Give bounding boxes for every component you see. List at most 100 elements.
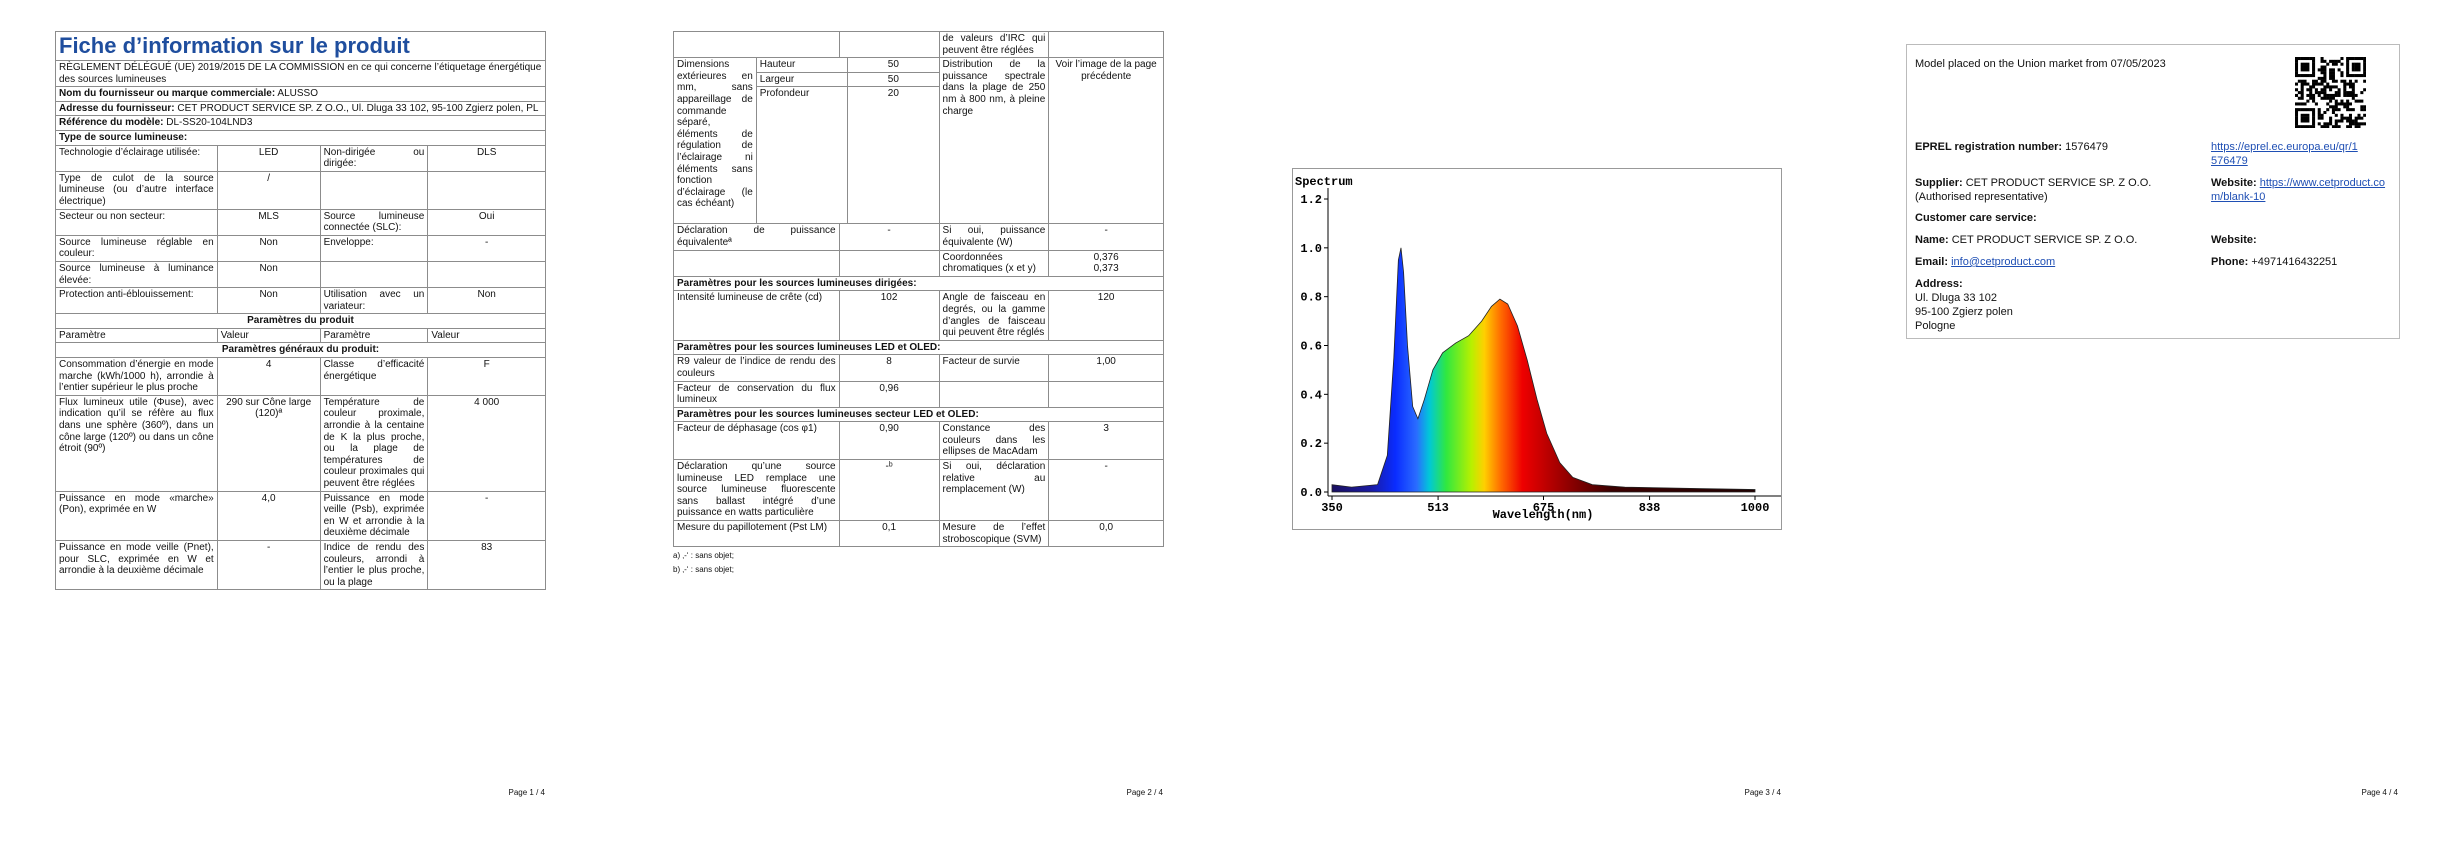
qr-module [2363,74,2366,78]
qr-module [2303,62,2307,66]
table-row: Puissance en mode veille (Pnet), pour SL… [55,539,546,591]
qr-module [2348,108,2352,112]
qr-module [2317,93,2321,97]
qr-module [2346,65,2350,69]
qr-module [2354,68,2358,72]
qr-module [2337,108,2341,112]
qr-module [2323,74,2327,78]
qr-module [2309,125,2313,128]
table-cell: Déclaration qu’une source lumineuse LED … [673,459,840,522]
qr-module [2346,62,2350,66]
qr-module [2343,82,2347,86]
footnotes: a) ‚-‘ : sans objet; b) ‚-‘ : sans objet; [673,549,1164,577]
qr-module [2297,102,2301,106]
qr-module [2314,91,2318,95]
qr-module [2331,108,2335,112]
table-row: Nom du fournisseur ou marque commerciale… [55,86,546,102]
footnote: a) ‚-‘ : sans objet; [673,551,734,561]
qr-module [2346,105,2350,109]
qr-module [2329,74,2333,78]
info-table: de valeurs d’IRC qui peuvent être réglée… [673,31,1164,548]
table-cell: F [427,357,546,396]
table-cell [1048,31,1164,59]
dimension-name: Hauteur [759,59,796,71]
table-cell: - [838,223,940,251]
qr-module [2295,119,2299,123]
qr-module [2329,85,2333,89]
qr-module [2329,96,2333,100]
qr-module [2312,116,2316,120]
eprel-link[interactable]: https://eprel.ec.europa.eu/qr/1576479 [2211,141,2358,167]
x-axis-label: Wavelength(nm) [1493,508,1594,522]
qr-module [2297,91,2301,95]
qr-module [2331,105,2335,109]
qr-module [2360,57,2364,61]
qr-module [2320,91,2324,95]
x-tick-label: 838 [1639,501,1661,515]
qr-module [2351,85,2355,89]
qr-module [2357,113,2361,117]
qr-module [2297,74,2301,78]
table-cell: 0,376 0,373 [1048,249,1164,277]
qr-module [2312,122,2316,126]
qr-module [2329,76,2333,80]
table-cell: 290 sur Cône large (120)ª [216,394,321,492]
email-link[interactable]: info@cetproduct.com [1951,256,2056,268]
table-cell: Référence du modèle: DL-SS20-104LND3 [55,115,546,131]
qr-module [2354,99,2358,103]
phone: +4971416432251 [2251,256,2338,268]
qr-module [2354,74,2358,78]
table-cell: Fiche d’information sur le produit [55,31,546,61]
qr-module [2346,99,2350,103]
website-link[interactable]: https://www.cetproduct.com/blank-10 [2211,177,2386,203]
qr-module [2295,108,2299,112]
qr-module [2363,71,2366,75]
label: Website: [2211,177,2257,189]
table-cell: Paramètres pour les sources lumineuses d… [673,275,1164,292]
qr-module [2297,57,2301,61]
table-row: Source lumineuse à luminance élevée: Non [55,260,546,289]
table-cell: Dimensions extérieures en mm, sans appar… [673,57,757,225]
qr-module [2312,71,2316,75]
y-tick-label: 1.0 [1300,242,1322,256]
qr-module [2309,96,2313,100]
qr-module [2326,125,2330,128]
table-cell: / [216,170,321,210]
qr-module [2329,93,2333,97]
qr-module [2312,108,2316,112]
table-cell: - [216,539,321,591]
qr-module [2306,62,2310,66]
qr-module [2334,108,2338,112]
qr-module [2334,91,2338,95]
qr-module [2312,119,2316,123]
qr-module [2306,108,2310,112]
qr-module [2331,74,2335,78]
qr-module [2323,76,2327,80]
table-cell: Valeur [427,327,546,344]
tbody-element: Fiche d’information sur le produit RÈGLEM… [55,31,546,591]
supplier: CET PRODUCT SERVICE SP. Z O.O. (Authoris… [1915,177,2152,203]
table-cell [938,380,1050,408]
qr-module [2334,119,2338,123]
table-cell: Consommation d’énergie en mode marche (k… [55,357,218,396]
qr-module [2312,113,2316,117]
email-row: Email: info@cetproduct.com [1915,255,2055,269]
qr-module [2331,68,2335,72]
tbody-element: de valeurs d’IRC qui peuvent être réglée… [673,31,1164,548]
table-cell: Mesure de l’effet stroboscopique (SVM) [938,520,1050,548]
qr-module [2323,96,2327,100]
qr-module [2295,57,2299,61]
qr-module [2300,82,2304,86]
spectrum-chart: Spectrum Wavelength(nm) 0.0 0.2 0.4 0.6 0.8 1… [1292,168,1782,530]
table-row: Secteur ou non secteur: MLS Source lumineu… [55,208,546,236]
table-cell: Mesure du papillotement (Pst LM) [673,520,840,548]
qr-module [2354,65,2358,69]
table-cell: Si oui, déclaration relative au remplace… [938,459,1050,522]
table-cell [838,31,940,59]
qr-module [2346,82,2350,86]
table-cell: Intensité lumineuse de crête (cd) [673,290,840,341]
table-row: Type de source lumineuse: [55,129,546,146]
qr-module [2312,65,2316,69]
qr-module [2348,119,2352,123]
qr-module [2348,102,2352,106]
